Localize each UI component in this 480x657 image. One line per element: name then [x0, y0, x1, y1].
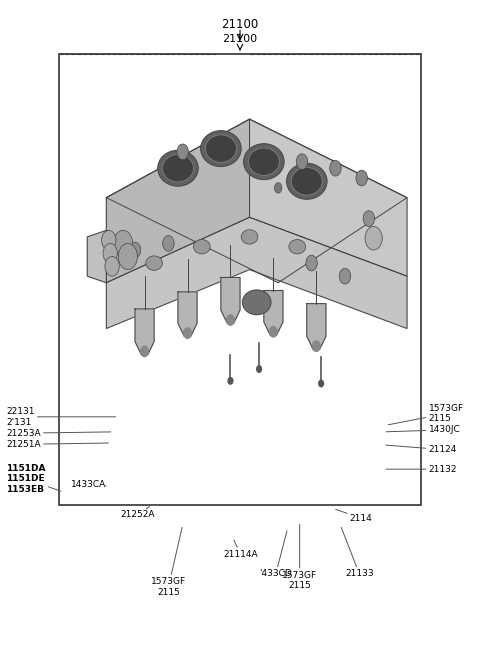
Text: 1151DA
1151DE
1153EB: 1151DA 1151DE 1153EB — [6, 464, 61, 494]
Text: 22131
2'131: 22131 2'131 — [6, 407, 116, 426]
Text: 21253A: 21253A — [6, 428, 111, 438]
Circle shape — [227, 315, 234, 325]
Circle shape — [102, 231, 116, 250]
Text: 21114A: 21114A — [223, 540, 258, 558]
Text: 2114: 2114 — [336, 509, 372, 523]
Ellipse shape — [248, 148, 279, 175]
Polygon shape — [178, 292, 197, 336]
Polygon shape — [135, 309, 154, 355]
Text: 21132: 21132 — [386, 464, 457, 474]
Text: '433CD: '433CD — [259, 531, 292, 578]
Text: 1430JC: 1430JC — [386, 425, 460, 434]
Circle shape — [296, 154, 308, 170]
Circle shape — [306, 255, 317, 271]
Circle shape — [105, 256, 119, 276]
Ellipse shape — [243, 144, 284, 179]
Ellipse shape — [287, 164, 327, 199]
Bar — [59, 54, 421, 505]
Text: 21100: 21100 — [221, 18, 259, 31]
Polygon shape — [87, 231, 107, 283]
Circle shape — [365, 227, 382, 250]
Polygon shape — [107, 217, 407, 328]
Circle shape — [312, 341, 320, 351]
Ellipse shape — [157, 150, 198, 186]
Circle shape — [356, 170, 367, 186]
Text: 1573GF
2115: 1573GF 2115 — [282, 524, 317, 590]
Circle shape — [184, 328, 192, 338]
Ellipse shape — [205, 135, 237, 162]
Circle shape — [275, 183, 282, 193]
Circle shape — [114, 231, 132, 256]
Ellipse shape — [162, 154, 193, 182]
Polygon shape — [221, 277, 240, 323]
Circle shape — [257, 366, 262, 373]
Circle shape — [129, 242, 141, 258]
Ellipse shape — [146, 256, 162, 270]
Ellipse shape — [193, 240, 210, 254]
Text: 21252A: 21252A — [120, 507, 155, 520]
Text: 1573GF
2115: 1573GF 2115 — [388, 404, 464, 425]
Circle shape — [118, 244, 137, 269]
Circle shape — [141, 346, 148, 357]
Ellipse shape — [242, 290, 271, 315]
Circle shape — [363, 211, 374, 227]
Text: 21100: 21100 — [222, 34, 258, 44]
Circle shape — [270, 327, 277, 337]
Text: 1573GF
2115: 1573GF 2115 — [151, 528, 186, 597]
Polygon shape — [264, 290, 283, 335]
Text: 1433CA: 1433CA — [71, 480, 107, 489]
Circle shape — [319, 380, 324, 387]
Circle shape — [163, 236, 174, 251]
Ellipse shape — [291, 168, 323, 195]
Text: 21124: 21124 — [386, 445, 457, 454]
Ellipse shape — [241, 230, 258, 244]
Circle shape — [103, 244, 117, 263]
Ellipse shape — [289, 240, 306, 254]
Polygon shape — [307, 304, 326, 350]
Ellipse shape — [201, 131, 241, 167]
Polygon shape — [250, 119, 407, 276]
Text: 21133: 21133 — [341, 528, 373, 578]
Circle shape — [339, 268, 351, 284]
Circle shape — [228, 378, 233, 384]
Text: 21251A: 21251A — [6, 440, 108, 449]
Circle shape — [330, 160, 341, 176]
Circle shape — [177, 144, 189, 160]
Polygon shape — [107, 119, 407, 283]
Polygon shape — [107, 119, 250, 283]
